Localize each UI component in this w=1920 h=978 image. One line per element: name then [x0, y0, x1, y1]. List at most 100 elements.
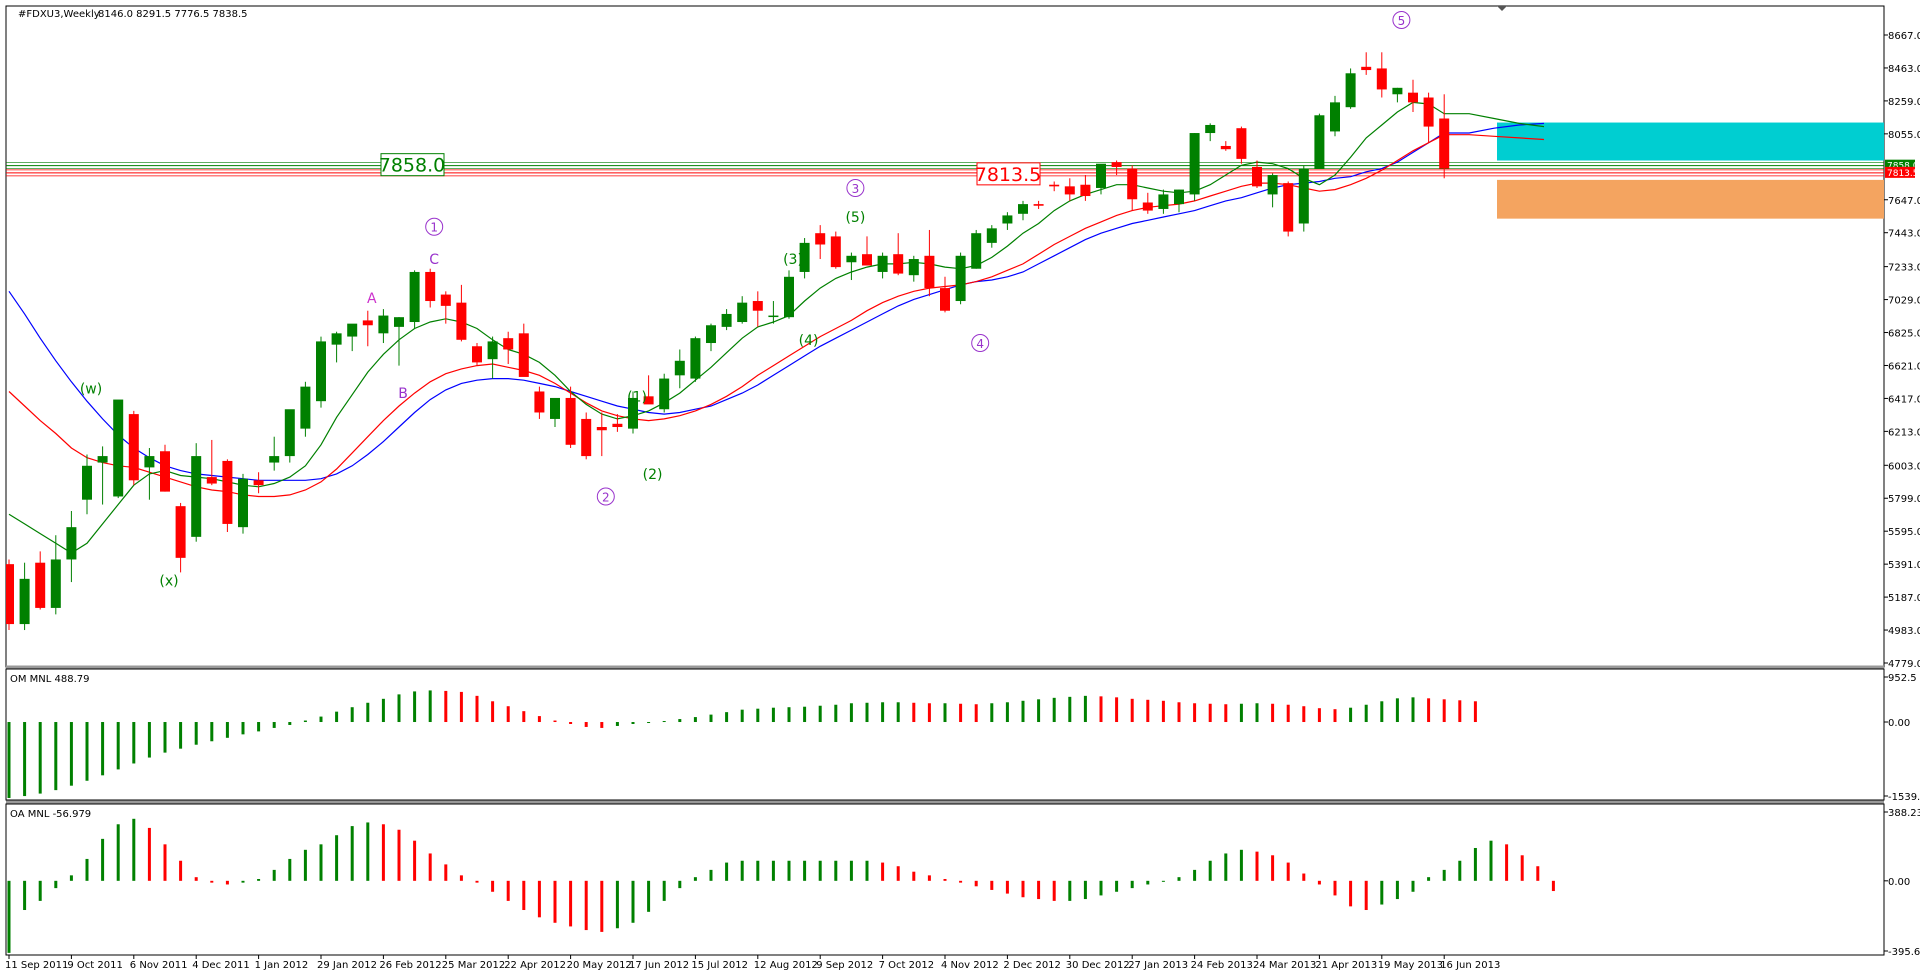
candle-body	[394, 317, 404, 327]
histogram-bar	[381, 824, 385, 881]
candle-body	[378, 315, 389, 334]
histogram-bar	[1224, 704, 1228, 723]
candle	[752, 291, 763, 327]
x-tick-label: 2 Dec 2012	[1003, 960, 1061, 971]
histogram-bar	[537, 880, 541, 918]
histogram-bar	[288, 858, 292, 881]
candle	[456, 284, 467, 342]
main-price-pane[interactable]: 7858.0 7813.5(w)(x)ABC12(1)(2)(3)(4)3(5)4…	[4, 0, 1920, 804]
oa-mnl-pane[interactable]: OA MNL -56.979 388.238 0.00 -395.671	[5, 803, 1920, 958]
histogram-bar	[475, 880, 479, 883]
histogram-bar	[1052, 697, 1056, 723]
x-tick-label: 24 Mar 2013	[1253, 960, 1316, 971]
candle	[316, 336, 326, 408]
candle	[440, 291, 451, 324]
histogram-bar	[459, 691, 463, 723]
histogram-bar	[1130, 698, 1134, 723]
candle	[534, 386, 545, 419]
histogram-bar	[1317, 880, 1321, 885]
histogram-bar	[522, 880, 526, 911]
x-tick-label: 17 Jun 2012	[629, 960, 689, 971]
histogram-bar	[881, 702, 885, 723]
candle-body	[503, 338, 514, 350]
candle	[550, 397, 560, 428]
candle	[612, 414, 623, 432]
candle-body	[440, 294, 451, 306]
candle	[175, 502, 186, 573]
y-tick-label: 8667.0	[1888, 31, 1920, 42]
histogram-bar	[397, 829, 401, 881]
wave-label-circle	[1392, 10, 1411, 29]
histogram-bar	[179, 860, 183, 881]
candle-body	[1361, 66, 1372, 71]
histogram-bar	[225, 722, 229, 738]
histogram-bar	[1411, 697, 1415, 723]
histogram-bar	[1161, 880, 1165, 882]
histogram-bar	[366, 822, 370, 881]
x-tick-label: 9 Oct 2011	[67, 960, 122, 971]
candle-body	[550, 397, 560, 419]
candle	[503, 331, 514, 365]
candle	[300, 381, 311, 437]
histogram-bar	[1239, 703, 1243, 723]
candle	[113, 399, 124, 499]
candle-body	[799, 242, 810, 272]
histogram-bar	[444, 690, 448, 723]
histogram-bar	[1193, 869, 1197, 881]
level-label-red: 7813.5	[975, 164, 1041, 186]
histogram-bar	[101, 722, 105, 776]
histogram-bar	[1208, 860, 1212, 881]
candle	[347, 323, 358, 352]
y-tick-label: 7233.0	[1888, 263, 1920, 274]
y-tick-label: -395.671	[1888, 947, 1920, 958]
candle-body	[846, 255, 857, 263]
histogram-bar	[257, 878, 261, 881]
candle-body	[347, 323, 358, 337]
candle-body	[971, 233, 982, 269]
candle-body	[1111, 162, 1122, 167]
wave-label: (4)	[799, 333, 819, 349]
histogram-bar	[1427, 877, 1431, 881]
wave-label: (1)	[627, 389, 647, 405]
candle	[66, 511, 77, 583]
candle	[1345, 68, 1356, 109]
histogram-bar	[678, 719, 682, 723]
candle-body	[1064, 186, 1075, 195]
candle	[674, 349, 685, 389]
candle-body	[222, 460, 233, 524]
candle	[768, 301, 779, 324]
candle	[472, 343, 482, 366]
histogram-bar	[1458, 700, 1462, 723]
candle-body	[175, 506, 186, 558]
x-tick-label: 11 Sep 2011	[5, 960, 68, 971]
candle	[1439, 94, 1450, 179]
candle	[628, 391, 638, 434]
wave-label: 1	[430, 221, 438, 235]
candle	[1361, 52, 1372, 75]
histogram-bar	[413, 691, 417, 723]
histogram-bar	[881, 862, 885, 881]
candle-body	[1158, 194, 1169, 209]
candle	[253, 472, 264, 494]
histogram-bar	[1083, 695, 1087, 723]
candle	[144, 448, 155, 500]
histogram-bar	[132, 722, 136, 764]
candle-body	[487, 341, 498, 360]
candle	[518, 323, 529, 377]
wave-label-circle	[846, 178, 865, 197]
y-tick-label: 7647.0	[1888, 196, 1920, 207]
histogram-bar	[303, 720, 307, 723]
x-tick-label: 4 Nov 2012	[941, 960, 999, 971]
candle-body	[986, 228, 997, 243]
histogram-bar	[210, 880, 214, 883]
candle	[1142, 192, 1153, 214]
y-tick-label: 952.5	[1888, 673, 1917, 684]
histogram-bar	[1271, 703, 1275, 723]
histogram-bar	[959, 703, 963, 723]
time-axis: 11 Sep 2011 9 Oct 2011 6 Nov 2011 4 Dec 201…	[5, 955, 1500, 971]
histogram-bar	[787, 860, 791, 881]
om-mnl-pane[interactable]: OM MNL 488.79 952.5 0.00 -1539.42	[5, 668, 1920, 803]
histogram-bar	[1458, 860, 1462, 881]
